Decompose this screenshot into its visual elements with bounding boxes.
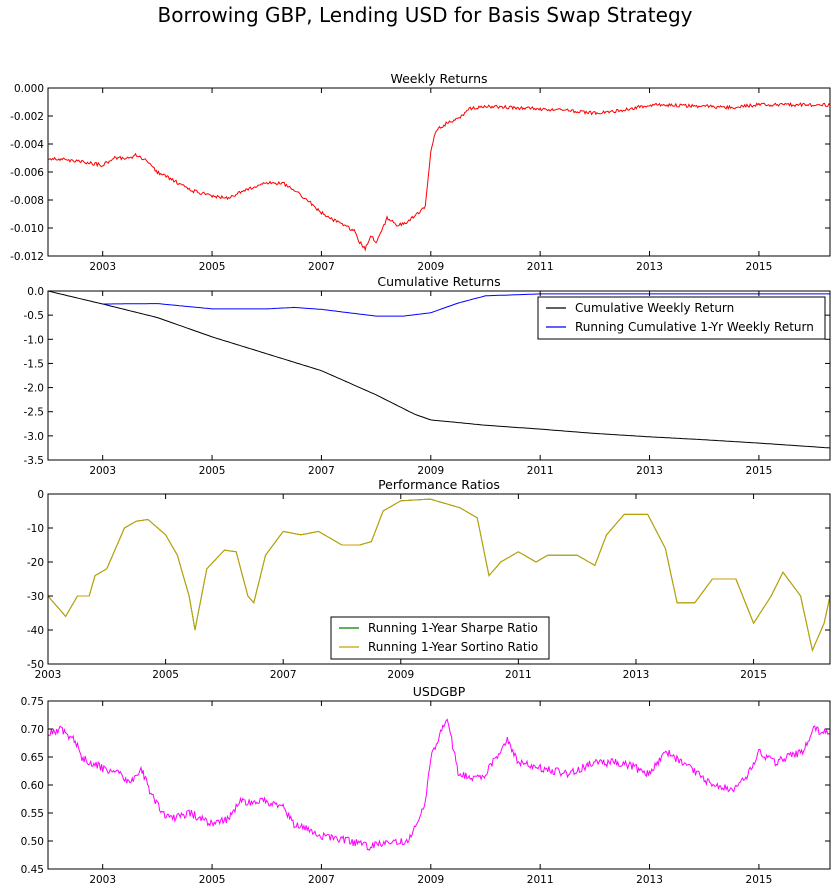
series-line-1 bbox=[48, 291, 830, 449]
legend-entry: Running 1-Year Sharpe Ratio bbox=[368, 621, 538, 635]
x-tick-label: 2003 bbox=[89, 874, 116, 886]
y-tick-label: -20 bbox=[27, 557, 44, 569]
plot-title: Weekly Returns bbox=[390, 71, 487, 86]
plot-p4: USDGBP 2003 2005 2007 2009 2011 2013 2015 0.75 0.… bbox=[21, 684, 831, 886]
legend-entry: Running 1-Year Sortino Ratio bbox=[368, 640, 538, 654]
y-tick-label: -0.010 bbox=[10, 223, 44, 235]
plot-frame bbox=[47, 290, 831, 461]
y-tick-label: -0.5 bbox=[24, 310, 45, 322]
y-tick-label: -40 bbox=[27, 625, 44, 637]
plot-p1: Weekly Returns 2003 2005 2007 2009 2011 2013 20… bbox=[10, 71, 831, 273]
legend: Cumulative Weekly Return Running Cumulati… bbox=[537, 296, 826, 340]
series-line-2 bbox=[102, 293, 830, 317]
y-tick-label: -1.5 bbox=[24, 358, 45, 370]
x-tick-label: 2005 bbox=[199, 874, 226, 886]
legend-box bbox=[330, 616, 550, 660]
x-tick-label: 2009 bbox=[387, 669, 414, 681]
x-tick-label: 2013 bbox=[636, 465, 663, 477]
series-line-1 bbox=[48, 101, 830, 252]
x-tick-label: 2011 bbox=[527, 261, 554, 273]
x-tick-label: 2005 bbox=[199, 261, 226, 273]
y-tick-label: 0.65 bbox=[21, 752, 44, 764]
y-tick-label: 0.000 bbox=[14, 83, 44, 95]
x-tick-label: 2011 bbox=[527, 874, 554, 886]
x-tick-label: 2003 bbox=[35, 669, 62, 681]
y-tick-label: -0.008 bbox=[10, 195, 44, 207]
x-tick-label: 2005 bbox=[199, 465, 226, 477]
x-tick-label: 2007 bbox=[308, 261, 335, 273]
x-tick-label: 2009 bbox=[417, 874, 444, 886]
x-tick-label: 2015 bbox=[746, 261, 773, 273]
x-tick-label: 2011 bbox=[527, 465, 554, 477]
plot-frame bbox=[47, 87, 831, 257]
plot-p2: Cumulative Returns 2003 2005 2007 2009 2011 20… bbox=[24, 274, 831, 477]
y-tick-label: -0.006 bbox=[10, 167, 44, 179]
y-tick-label: 0.75 bbox=[21, 696, 44, 708]
y-tick-label: -10 bbox=[27, 523, 44, 535]
x-tick-label: 2015 bbox=[746, 465, 773, 477]
plot-p3: Performance Ratios 2003 2005 2007 2009 2011 20… bbox=[27, 477, 831, 681]
y-tick-label: -0.004 bbox=[10, 139, 44, 151]
x-tick-label: 2007 bbox=[308, 465, 335, 477]
y-tick-label: 0.45 bbox=[21, 864, 44, 876]
legend-entry: Running Cumulative 1-Yr Weekly Return bbox=[575, 320, 814, 334]
plot-title: Performance Ratios bbox=[378, 477, 500, 492]
y-tick-label: -30 bbox=[27, 591, 44, 603]
x-tick-label: 2007 bbox=[270, 669, 297, 681]
y-tick-label: -0.002 bbox=[10, 111, 44, 123]
plot-title: USDGBP bbox=[413, 684, 466, 699]
x-tick-label: 2009 bbox=[417, 261, 444, 273]
x-tick-label: 2003 bbox=[89, 465, 116, 477]
x-tick-label: 2003 bbox=[89, 261, 116, 273]
legend-entry: Cumulative Weekly Return bbox=[575, 301, 734, 315]
x-tick-label: 2009 bbox=[417, 465, 444, 477]
y-tick-label: 0 bbox=[37, 489, 44, 501]
plot-frame bbox=[47, 493, 831, 665]
x-tick-label: 2015 bbox=[746, 874, 773, 886]
figure-title: Borrowing GBP, Lending USD for Basis Swa… bbox=[158, 3, 693, 27]
series-line-1 bbox=[48, 718, 830, 851]
series-line-2 bbox=[48, 498, 830, 653]
plot-title: Cumulative Returns bbox=[377, 274, 500, 289]
x-tick-label: 2013 bbox=[623, 669, 650, 681]
y-tick-label: -1.0 bbox=[24, 334, 45, 346]
x-tick-label: 2013 bbox=[636, 874, 663, 886]
y-tick-label: -50 bbox=[27, 659, 44, 671]
x-tick-label: 2011 bbox=[505, 669, 532, 681]
y-tick-label: -2.5 bbox=[24, 407, 45, 419]
x-tick-label: 2005 bbox=[152, 669, 179, 681]
x-tick-label: 2007 bbox=[308, 874, 335, 886]
y-tick-label: -3.0 bbox=[24, 431, 45, 443]
y-tick-label: 0.55 bbox=[21, 808, 44, 820]
x-tick-label: 2013 bbox=[636, 261, 663, 273]
y-tick-label: 0.50 bbox=[21, 836, 44, 848]
y-tick-label: -2.0 bbox=[24, 383, 45, 395]
y-tick-label: -0.012 bbox=[10, 251, 44, 263]
legend: Running 1-Year Sharpe Ratio Running 1-Yea… bbox=[330, 616, 550, 660]
legend-box bbox=[537, 296, 826, 340]
y-tick-label: 0.0 bbox=[27, 286, 44, 298]
y-tick-label: -3.5 bbox=[24, 455, 45, 467]
y-tick-label: 0.70 bbox=[21, 724, 44, 736]
y-tick-label: 0.60 bbox=[21, 780, 44, 792]
x-tick-label: 2015 bbox=[740, 669, 767, 681]
